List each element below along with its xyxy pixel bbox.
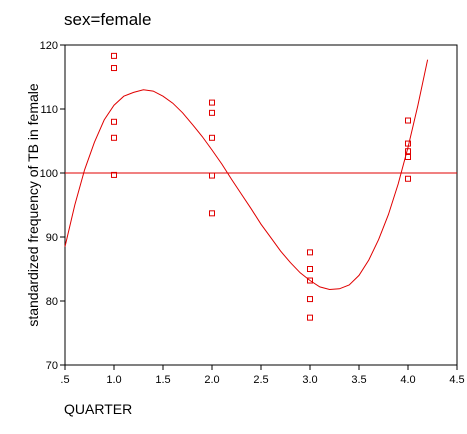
data-point (405, 154, 411, 160)
data-point (209, 134, 215, 141)
data-point (405, 117, 411, 124)
x-tick-label: 4.5 (449, 374, 464, 386)
fit-curve (64, 59, 429, 291)
data-point (111, 171, 117, 178)
y-tick-label: 80 (46, 296, 58, 308)
y-tick-label: 90 (46, 232, 58, 244)
x-tick-label: 2.0 (204, 374, 219, 386)
data-point (209, 210, 215, 217)
data-point (307, 296, 313, 303)
data-point (111, 134, 117, 141)
x-tick-label: 4.0 (400, 374, 415, 386)
data-point (209, 109, 215, 116)
data-point (209, 172, 215, 179)
axis-ticks: .5 1.0 1.5 2.0 2.5 3.0 3.5 4.0 4.5 70 80 90 100 110 12… (40, 40, 465, 386)
x-axis-label: QUARTER (64, 401, 132, 417)
y-tick-label: 110 (40, 104, 58, 116)
data-point (111, 52, 117, 59)
x-tick-label: 1.5 (155, 374, 170, 386)
y-tick-label: 120 (40, 40, 58, 52)
data-point (307, 249, 313, 256)
data-point (405, 148, 411, 155)
data-point (307, 277, 313, 284)
x-tick-label: 1.0 (106, 374, 121, 386)
x-tick-label: 3.0 (302, 374, 317, 386)
x-tick-label: .5 (60, 374, 69, 386)
data-point (111, 118, 117, 125)
plot-frame (64, 44, 458, 366)
data-points (111, 52, 411, 321)
data-point (405, 140, 411, 147)
fit-curve-group (64, 59, 429, 291)
data-point (307, 266, 313, 272)
y-tick-label: 70 (46, 360, 58, 372)
y-axis-label: standardized frequency of TB in female (25, 83, 41, 327)
y-tick-label: 100 (40, 168, 58, 180)
data-point (111, 65, 117, 72)
data-point (405, 175, 411, 182)
data-point (307, 314, 313, 321)
x-tick-label: 3.5 (351, 374, 366, 386)
data-point (209, 99, 215, 106)
x-tick-label: 2.5 (253, 374, 268, 386)
chart-title: sex=female (64, 10, 152, 29)
